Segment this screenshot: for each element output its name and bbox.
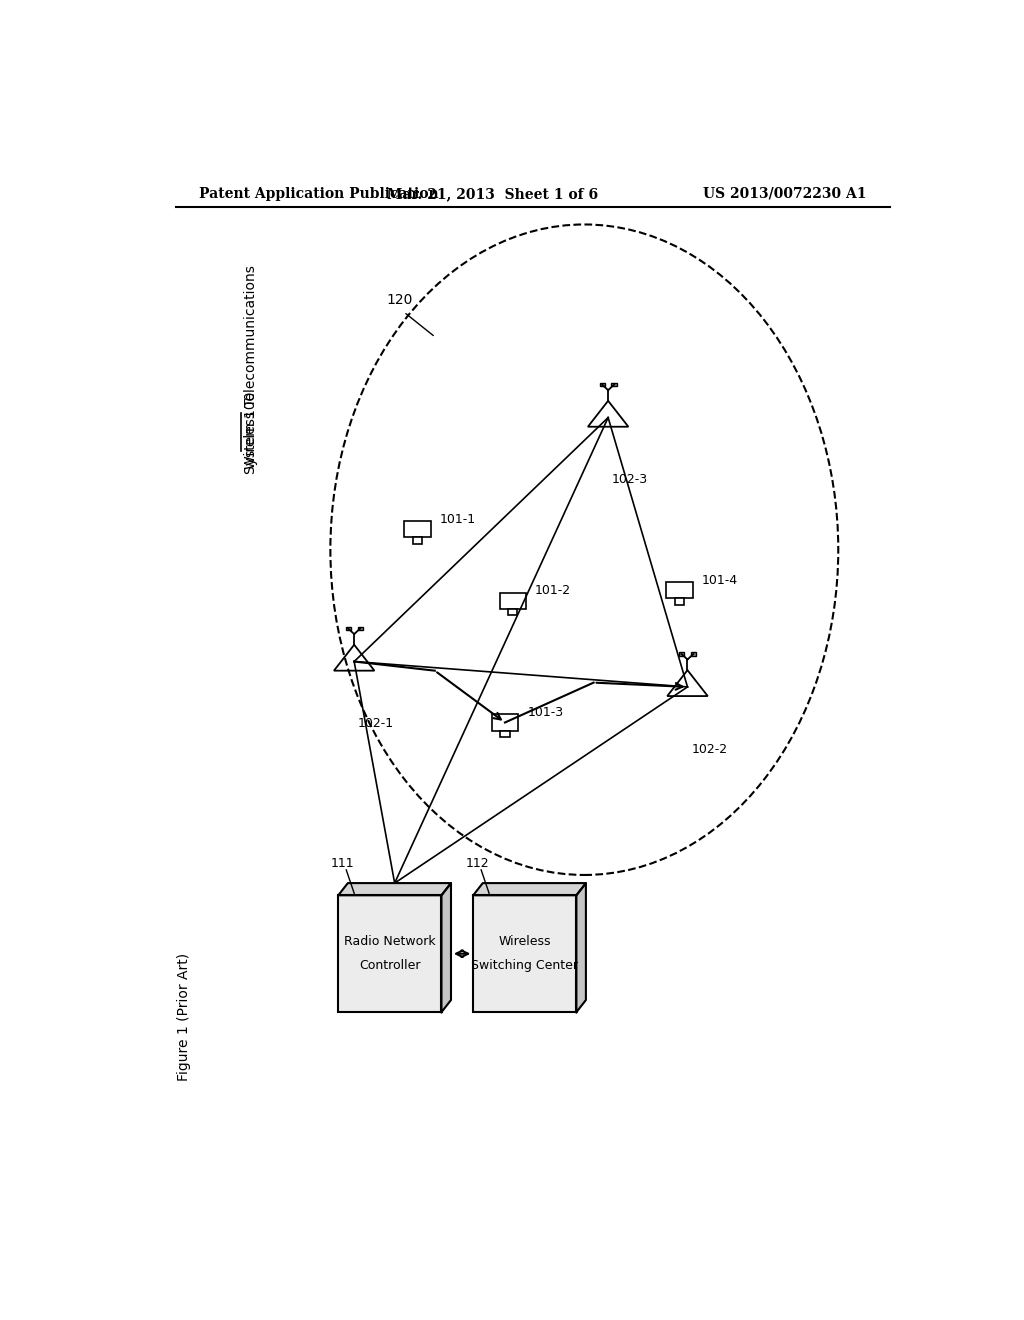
Bar bbox=[501, 730, 510, 738]
Text: Radio Network: Radio Network bbox=[344, 935, 435, 948]
Text: System 100: System 100 bbox=[244, 392, 258, 474]
Text: 101-2: 101-2 bbox=[536, 583, 571, 597]
Text: US 2013/0072230 A1: US 2013/0072230 A1 bbox=[702, 187, 866, 201]
Bar bbox=[679, 652, 684, 656]
Bar bbox=[691, 652, 696, 656]
Bar bbox=[338, 895, 441, 1012]
Polygon shape bbox=[441, 883, 451, 1012]
Polygon shape bbox=[473, 883, 586, 895]
Text: Wireless: Wireless bbox=[499, 935, 551, 948]
Bar bbox=[473, 895, 577, 1012]
Bar bbox=[404, 521, 431, 537]
Text: 101-4: 101-4 bbox=[701, 574, 738, 586]
Text: 102-2: 102-2 bbox=[691, 743, 728, 756]
Bar bbox=[675, 598, 684, 605]
Text: 101-3: 101-3 bbox=[527, 706, 563, 719]
Bar bbox=[500, 593, 526, 609]
Bar bbox=[413, 537, 422, 544]
Bar bbox=[357, 627, 362, 631]
Text: 101-1: 101-1 bbox=[440, 512, 476, 525]
Bar bbox=[600, 383, 605, 387]
Text: 120: 120 bbox=[386, 293, 413, 306]
Bar bbox=[346, 627, 351, 631]
Bar bbox=[508, 609, 517, 615]
Text: 111: 111 bbox=[331, 857, 354, 870]
Bar bbox=[492, 714, 518, 730]
Text: Wireless Telecommunications: Wireless Telecommunications bbox=[244, 265, 258, 469]
Text: Switching Center: Switching Center bbox=[471, 960, 579, 973]
Text: 102-3: 102-3 bbox=[612, 474, 648, 487]
Text: 102-1: 102-1 bbox=[358, 718, 394, 730]
Text: Figure 1 (Prior Art): Figure 1 (Prior Art) bbox=[176, 953, 190, 1081]
Bar bbox=[611, 383, 616, 387]
Bar bbox=[667, 582, 693, 598]
Text: Mar. 21, 2013  Sheet 1 of 6: Mar. 21, 2013 Sheet 1 of 6 bbox=[387, 187, 599, 201]
Text: Patent Application Publication: Patent Application Publication bbox=[200, 187, 439, 201]
Polygon shape bbox=[338, 883, 451, 895]
Text: Controller: Controller bbox=[359, 960, 421, 973]
Text: 112: 112 bbox=[465, 857, 488, 870]
Polygon shape bbox=[577, 883, 586, 1012]
